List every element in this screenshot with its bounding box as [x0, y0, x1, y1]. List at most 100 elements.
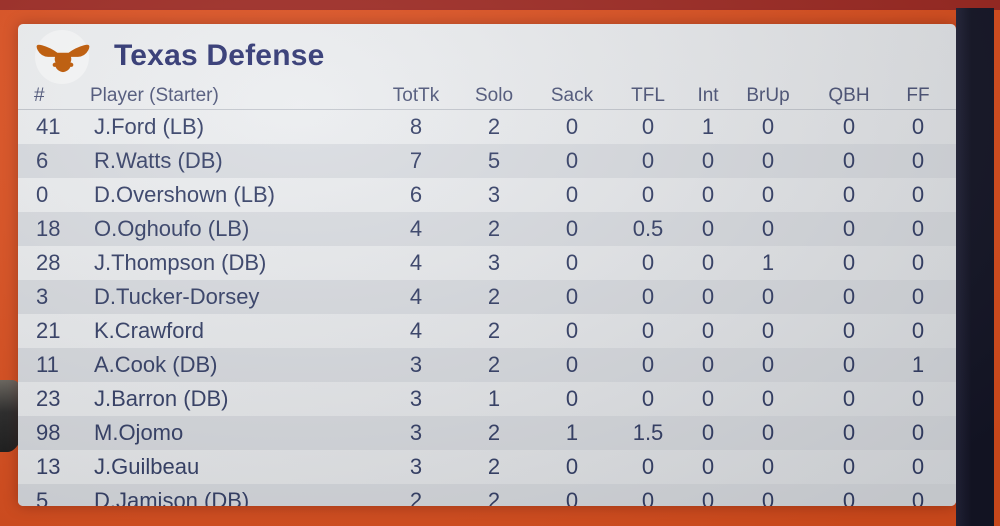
stat-ff: 0	[911, 284, 925, 309]
stat-solo: 1	[487, 386, 501, 411]
stat-qbh: 0	[842, 114, 856, 139]
player-name: D.Overshown (LB)	[94, 182, 275, 207]
jersey-number: 28	[36, 250, 61, 275]
stat-brup: 0	[761, 386, 775, 411]
stat-solo: 2	[487, 114, 501, 139]
stat-brup: 0	[761, 420, 775, 445]
stat-qbh: 0	[842, 386, 856, 411]
stat-sack: 0	[565, 148, 579, 173]
player-row[interactable]: 28 J.Thompson (DB) 4 3 0 0 0 1 0 0	[18, 246, 956, 280]
stat-int: 1	[701, 114, 715, 139]
jersey-number: 13	[36, 454, 61, 479]
player-row[interactable]: 41 J.Ford (LB) 8 2 0 0 1 0 0 0	[18, 110, 956, 144]
stat-tottk: 3	[409, 386, 423, 411]
stat-brup: 0	[761, 352, 775, 377]
player-name: R.Watts (DB)	[94, 148, 223, 173]
stat-solo: 2	[487, 454, 501, 479]
column-header-brup: BrUp	[746, 84, 790, 106]
stat-tottk: 3	[409, 420, 423, 445]
stat-sack: 0	[565, 318, 579, 343]
page-title: Texas Defense	[114, 39, 325, 72]
player-row[interactable]: 11 A.Cook (DB) 3 2 0 0 0 0 0 1	[18, 348, 956, 382]
player-name: J.Thompson (DB)	[94, 250, 267, 275]
stat-int: 0	[701, 386, 715, 411]
stat-solo: 2	[487, 352, 501, 377]
column-header-tottk: TotTk	[392, 84, 440, 106]
table-header-row: # Player (Starter) TotTk Solo Sack TFL Int BrUp…	[18, 82, 956, 110]
stat-ff: 0	[911, 454, 925, 479]
stat-ff: 0	[911, 386, 925, 411]
player-row[interactable]: 23 J.Barron (DB) 3 1 0 0 0 0 0 0	[18, 382, 956, 416]
player-name: D.Tucker-Dorsey	[94, 284, 260, 309]
stat-brup: 0	[761, 454, 775, 479]
stat-sack: 0	[565, 182, 579, 207]
jersey-number: 98	[36, 420, 61, 445]
jersey-number: 18	[36, 216, 61, 241]
stat-tfl: 0	[641, 386, 655, 411]
stat-int: 0	[701, 420, 715, 445]
stat-tottk: 4	[409, 216, 423, 241]
stat-int: 0	[701, 454, 715, 479]
column-header-sack: Sack	[550, 84, 594, 106]
stat-qbh: 0	[842, 216, 856, 241]
stat-tottk: 8	[409, 114, 423, 139]
stat-sack: 0	[565, 114, 579, 139]
jersey-number: 6	[36, 148, 49, 173]
stat-qbh: 0	[842, 182, 856, 207]
stat-tfl: 0	[641, 488, 655, 506]
table-body: 41 J.Ford (LB) 8 2 0 0 1 0 0 0 6 R.Watts (DB) 7 5 0 0 0 0…	[18, 110, 956, 506]
stat-int: 0	[701, 488, 715, 506]
stat-sack: 0	[565, 216, 579, 241]
player-row[interactable]: 98 M.Ojomo 3 2 1 1.5 0 0 0 0	[18, 416, 956, 450]
player-row[interactable]: 6 R.Watts (DB) 7 5 0 0 0 0 0 0	[18, 144, 956, 178]
stat-tottk: 6	[409, 182, 423, 207]
stat-int: 0	[701, 318, 715, 343]
player-name: O.Oghoufo (LB)	[94, 216, 250, 241]
stat-tfl: 0	[641, 148, 655, 173]
stat-qbh: 0	[842, 488, 856, 506]
stat-sack: 0	[565, 386, 579, 411]
stat-brup: 0	[761, 318, 775, 343]
player-name: J.Ford (LB)	[94, 114, 205, 139]
stat-solo: 2	[487, 284, 501, 309]
stat-brup: 0	[761, 148, 775, 173]
stat-int: 0	[701, 182, 715, 207]
stat-ff: 0	[911, 420, 925, 445]
stat-qbh: 0	[842, 284, 856, 309]
screen-right-bezel	[956, 8, 994, 526]
column-header-int: Int	[697, 84, 719, 106]
stat-tottk: 4	[409, 284, 423, 309]
stat-int: 0	[701, 216, 715, 241]
top-red-strip	[0, 0, 1000, 10]
stat-brup: 0	[761, 284, 775, 309]
stat-tfl: 0	[641, 182, 655, 207]
player-row[interactable]: 5 D.Jamison (DB) 2 2 0 0 0 0 0 0	[18, 484, 956, 506]
player-row[interactable]: 18 O.Oghoufo (LB) 4 2 0 0.5 0 0 0 0	[18, 212, 956, 246]
stat-ff: 0	[911, 182, 925, 207]
stat-qbh: 0	[842, 420, 856, 445]
stat-int: 0	[701, 148, 715, 173]
stat-brup: 0	[761, 216, 775, 241]
jersey-number: 11	[36, 352, 59, 377]
column-header--: #	[34, 84, 45, 106]
player-name: A.Cook (DB)	[94, 352, 218, 377]
stat-ff: 0	[911, 216, 925, 241]
stat-qbh: 0	[842, 352, 856, 377]
player-row[interactable]: 0 D.Overshown (LB) 6 3 0 0 0 0 0 0	[18, 178, 956, 212]
stat-int: 0	[701, 284, 715, 309]
stat-solo: 2	[487, 216, 501, 241]
panel-header: Texas Defense	[18, 24, 956, 84]
jersey-number: 21	[36, 318, 61, 343]
stat-solo: 3	[487, 182, 501, 207]
player-row[interactable]: 13 J.Guilbeau 3 2 0 0 0 0 0 0	[18, 450, 956, 484]
stat-solo: 2	[487, 318, 501, 343]
jersey-number: 41	[36, 114, 61, 139]
stat-tottk: 3	[409, 454, 423, 479]
player-row[interactable]: 21 K.Crawford 4 2 0 0 0 0 0 0	[18, 314, 956, 348]
stat-solo: 2	[487, 488, 501, 506]
stat-tfl: 0	[641, 454, 655, 479]
stat-qbh: 0	[842, 454, 856, 479]
player-row[interactable]: 3 D.Tucker-Dorsey 4 2 0 0 0 0 0 0	[18, 280, 956, 314]
stat-brup: 1	[761, 250, 775, 275]
